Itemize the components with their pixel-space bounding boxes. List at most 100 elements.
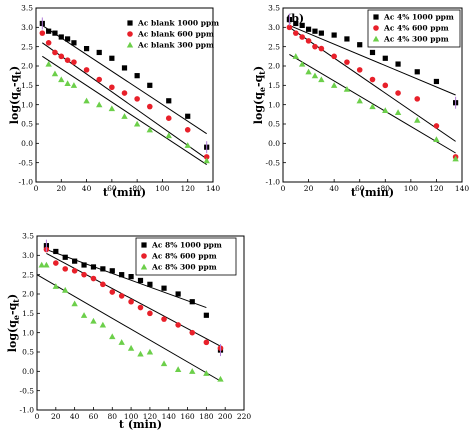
data-point bbox=[175, 291, 181, 297]
x-tick-label: 120 bbox=[429, 184, 444, 193]
data-point bbox=[134, 96, 140, 102]
x-tick-label: 180 bbox=[199, 412, 214, 421]
data-point bbox=[292, 53, 299, 59]
y-axis-label-part: log(q bbox=[252, 92, 265, 124]
data-point bbox=[344, 59, 350, 65]
data-point bbox=[71, 268, 78, 274]
data-point bbox=[51, 70, 59, 77]
data-point bbox=[175, 322, 181, 328]
x-tick-label: 100 bbox=[155, 184, 170, 193]
data-point bbox=[394, 109, 402, 115]
fit-line bbox=[42, 42, 207, 160]
data-point bbox=[160, 360, 168, 367]
data-point bbox=[62, 266, 69, 272]
legend-label: Ac blank 600 ppm bbox=[137, 30, 214, 39]
x-tick-label: 40 bbox=[329, 184, 339, 193]
data-point bbox=[38, 261, 45, 268]
y-tick-label: 2.0 bbox=[21, 62, 33, 71]
x-tick-label: 200 bbox=[218, 412, 233, 421]
x-tick-label: 20 bbox=[51, 412, 61, 421]
data-point bbox=[109, 289, 116, 295]
legend-marker bbox=[372, 35, 380, 42]
y-axis-label-subscript: e bbox=[13, 87, 23, 92]
x-tick-label: 220 bbox=[237, 412, 252, 421]
data-point bbox=[62, 254, 68, 260]
data-point bbox=[43, 261, 50, 268]
data-point bbox=[189, 299, 195, 305]
y-tick-label: 3.5 bbox=[21, 4, 33, 13]
y-tick-label: 0.5 bbox=[268, 120, 280, 129]
y-tick-label: 1.5 bbox=[22, 309, 34, 318]
data-point bbox=[90, 317, 97, 324]
data-point bbox=[433, 78, 440, 85]
y-axis-label-subscript: t bbox=[11, 299, 21, 303]
data-point bbox=[90, 264, 97, 270]
legend-label: Ac blank 1000 ppm bbox=[137, 19, 219, 28]
data-point bbox=[356, 67, 363, 73]
legend-box bbox=[367, 9, 461, 48]
x-tick-label: 120 bbox=[181, 184, 196, 193]
data-point bbox=[39, 30, 46, 36]
y-tick-label: 0.5 bbox=[22, 348, 34, 357]
data-point bbox=[382, 55, 388, 61]
data-point bbox=[70, 82, 78, 88]
y-tick-label: 3.5 bbox=[268, 4, 280, 13]
data-point bbox=[109, 333, 116, 340]
y-axis-label-subscript: t bbox=[257, 71, 267, 75]
y-tick-label: -0.5 bbox=[19, 158, 34, 167]
data-point bbox=[146, 103, 153, 110]
x-axis-label: t (min) bbox=[119, 418, 162, 431]
data-point bbox=[433, 123, 440, 129]
chart-panel-3: 0 20 40 60 80 100 120 140 160 180 200 220 -1.0 -0.5 0.… bbox=[6, 232, 251, 431]
x-tick-label: 140 bbox=[162, 412, 177, 421]
data-point bbox=[174, 366, 182, 372]
data-point bbox=[128, 274, 134, 280]
data-point bbox=[58, 76, 65, 83]
data-point bbox=[203, 154, 210, 160]
data-point bbox=[96, 101, 103, 108]
legend: Ac 8% 1000 ppm Ac 8% 600 ppm Ac 8% 300 ppm bbox=[135, 237, 237, 276]
data-point bbox=[96, 76, 103, 83]
data-point bbox=[369, 76, 376, 83]
fit-line bbox=[42, 24, 207, 135]
x-tick-label: 100 bbox=[124, 412, 139, 421]
y-tick-label: -1.0 bbox=[266, 178, 281, 187]
data-point bbox=[90, 275, 97, 282]
data-point bbox=[203, 157, 210, 164]
data-point bbox=[121, 65, 128, 71]
data-point bbox=[452, 155, 459, 162]
data-point bbox=[299, 22, 305, 28]
data-point bbox=[299, 34, 305, 40]
data-point bbox=[369, 103, 376, 110]
data-point bbox=[58, 53, 65, 60]
y-axis-label-part: ) bbox=[8, 66, 21, 71]
legend: Ac 4% 1000 ppm Ac 4% 600 ppm Ac 4% 300 ppm bbox=[367, 9, 461, 48]
data-point bbox=[433, 136, 440, 143]
data-point bbox=[121, 113, 128, 119]
data-point bbox=[382, 82, 389, 89]
x-tick-label: 140 bbox=[206, 184, 221, 193]
data-point bbox=[45, 40, 52, 46]
data-point bbox=[312, 43, 318, 50]
plot-frame bbox=[282, 7, 463, 183]
data-point bbox=[293, 20, 299, 27]
x-tick-label: 0 bbox=[35, 412, 40, 421]
y-axis-label-part: ) bbox=[252, 66, 265, 71]
data-point bbox=[357, 42, 363, 48]
y-tick-label: 2.0 bbox=[268, 62, 280, 71]
y-axis-label: log(qe-qt) bbox=[252, 66, 267, 124]
y-axis-label: log(qe-qt) bbox=[6, 294, 21, 352]
data-point bbox=[331, 53, 337, 60]
y-tick-label: 1.0 bbox=[21, 100, 33, 109]
legend-marker bbox=[127, 20, 133, 26]
data-point bbox=[100, 281, 106, 288]
data-point bbox=[161, 285, 167, 291]
x-axis-label: t (min) bbox=[103, 186, 146, 199]
data-point bbox=[331, 32, 337, 38]
legend-marker bbox=[141, 253, 147, 259]
x-tick-label: 80 bbox=[107, 412, 117, 421]
x-tick-label: 60 bbox=[107, 184, 117, 193]
legend-marker bbox=[126, 41, 134, 48]
data-point bbox=[83, 97, 90, 104]
x-tick-label: 0 bbox=[281, 184, 286, 193]
